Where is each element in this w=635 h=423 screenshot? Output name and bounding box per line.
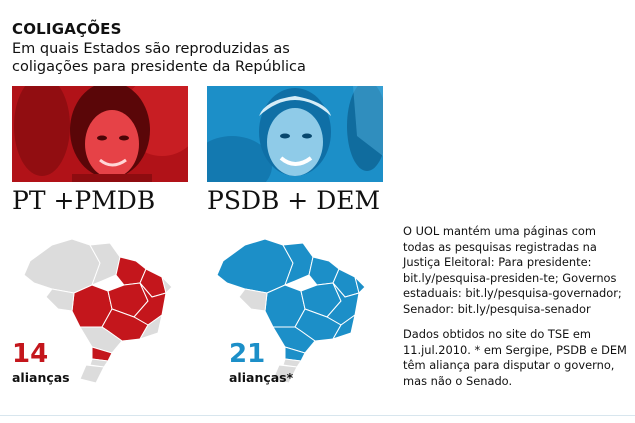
candidate-photo-psdb [207,86,383,182]
state-ro-ac-am-region [23,238,101,294]
note-polls-links: O UOL mantém uma páginas com todas as pe… [403,224,622,316]
brazil-map-psdb-dem [205,235,370,389]
note-data-source: Dados obtidos no site do TSE em 11.jul.2… [403,327,627,388]
state-mt-west [238,288,268,312]
state-rj-es [138,313,163,340]
state-mt-west [45,288,75,312]
state-ne-tip [161,275,173,294]
page-title: COLIGAÇÕES [12,20,122,38]
state-rs [79,364,105,384]
party-label-pt-pmdb: PT +PMDB [12,186,156,215]
page-subtitle: Em quais Estados são reproduzidas as col… [12,41,306,75]
state-rj-es [331,313,356,340]
party-label-psdb-dem: PSDB + DEM [207,186,381,215]
alliance-count-label-psdb-dem: alianças* [229,370,294,385]
state-rs [272,364,298,384]
brazil-map-pt-pmdb [12,235,177,389]
state-north [89,242,121,286]
state-ne-tip [354,275,366,294]
bottom-divider [0,415,635,416]
alliance-count-psdb-dem: 21 [229,339,266,369]
candidate-photo-pt [12,86,188,182]
state-ro-ac-am-region [216,238,294,294]
state-north [282,242,314,286]
alliance-count-label-pt-pmdb: alianças [12,370,70,385]
alliance-count-pt-pmdb: 14 [12,339,49,369]
